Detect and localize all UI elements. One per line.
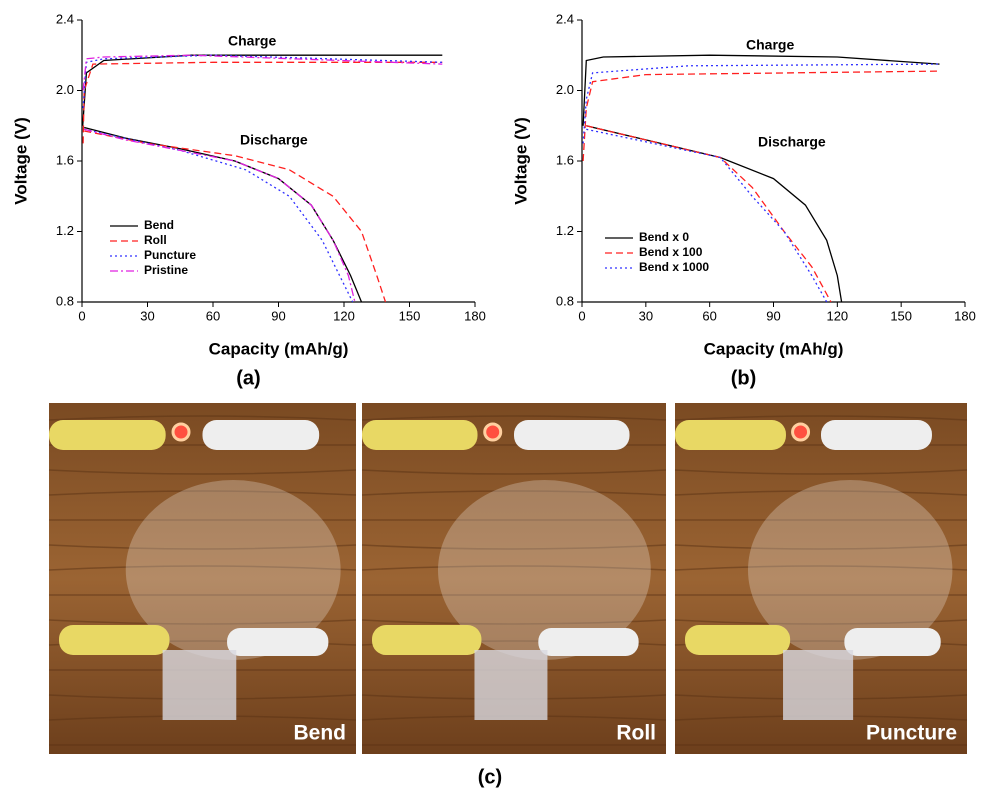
battery (163, 650, 237, 720)
y-tick-label: 1.2 (556, 223, 574, 238)
y-tick-label: 0.8 (556, 293, 574, 308)
y-tick-label: 2.4 (56, 11, 74, 26)
y-tick-label: 1.6 (56, 152, 74, 167)
y-tick-label: 2.0 (556, 82, 574, 97)
led (173, 424, 189, 440)
x-tick-label: 30 (140, 308, 154, 323)
x-tick-label: 0 (578, 308, 585, 323)
clip-yellow (685, 625, 790, 655)
y-axis-label: Voltage (V) (511, 117, 530, 205)
line (83, 55, 443, 302)
clip-yellow (675, 420, 786, 450)
x-axis-label: Capacity (mAh/g) (704, 339, 844, 358)
x-axis-label: Capacity (mAh/g) (209, 339, 349, 358)
x-tick-label: 60 (702, 308, 716, 323)
clip-white (514, 420, 630, 450)
clip-white (203, 420, 320, 450)
x-tick-label: 150 (399, 308, 421, 323)
y-tick-label: 2.0 (56, 82, 74, 97)
annotation: Discharge (758, 134, 826, 150)
x-tick-label: 0 (78, 308, 85, 323)
panel-label: (a) (236, 367, 260, 389)
annotation: Charge (746, 37, 794, 53)
x-tick-label: 90 (271, 308, 285, 323)
legend-label: Bend x 1000 (639, 260, 709, 274)
legend-label: Puncture (144, 248, 196, 262)
clip-white (821, 420, 932, 450)
clip-yellow (362, 420, 478, 450)
photo-label: Roll (616, 722, 656, 745)
line (83, 62, 442, 302)
x-tick-label: 120 (826, 308, 848, 323)
clip-white (844, 628, 940, 656)
legend-label: Bend (144, 218, 174, 232)
x-tick-label: 120 (333, 308, 355, 323)
x-tick-label: 90 (766, 308, 780, 323)
line (83, 55, 442, 302)
legend-label: Roll (144, 233, 167, 247)
panel-label: (c) (478, 766, 502, 788)
photo-label: Bend (294, 722, 347, 745)
line (583, 71, 939, 302)
line (83, 55, 442, 302)
clip-white (227, 628, 328, 656)
y-tick-label: 0.8 (56, 293, 74, 308)
photo: Bend (49, 403, 356, 754)
legend-label: Pristine (144, 263, 188, 277)
y-tick-label: 1.2 (56, 223, 74, 238)
panel-label: (b) (731, 367, 757, 389)
clip-yellow (372, 625, 481, 655)
annotation: Discharge (240, 132, 308, 148)
x-tick-label: 60 (206, 308, 220, 323)
photo-label: Puncture (866, 722, 957, 745)
clip-yellow (49, 420, 166, 450)
x-tick-label: 180 (954, 308, 976, 323)
y-tick-label: 1.6 (556, 152, 574, 167)
photo: Puncture (675, 403, 967, 754)
line (583, 55, 939, 302)
x-tick-label: 180 (464, 308, 486, 323)
led (485, 424, 501, 440)
clip-white (538, 628, 638, 656)
x-tick-label: 30 (639, 308, 653, 323)
annotation: Charge (228, 33, 276, 49)
led (793, 424, 809, 440)
y-axis-label: Voltage (V) (11, 117, 30, 205)
x-tick-label: 150 (890, 308, 912, 323)
line (583, 64, 939, 302)
legend-label: Bend x 100 (639, 245, 703, 259)
photo: Roll (362, 403, 666, 754)
y-tick-label: 2.4 (556, 11, 574, 26)
battery (783, 650, 853, 720)
battery (474, 650, 547, 720)
legend-label: Bend x 0 (639, 230, 689, 244)
clip-yellow (59, 625, 170, 655)
figure: (c) 0.8 1.2 1.6 2.0 2.4 0 30 60 90 120 150 180 Capac… (0, 0, 981, 791)
